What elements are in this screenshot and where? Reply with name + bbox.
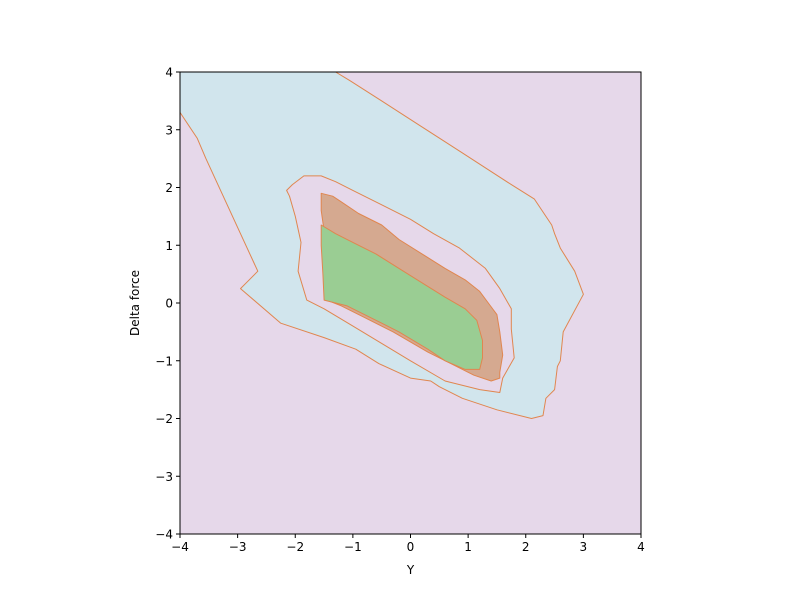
x-tick-label: −3 [229,540,247,554]
y-tick-label: 1 [165,239,173,253]
x-tick-label: 4 [637,540,645,554]
y-tick-label: −4 [155,528,173,542]
y-tick-label: −3 [155,470,173,484]
x-axis-label: Y [406,563,415,577]
x-tick-label: 2 [522,540,530,554]
x-tick-label: 3 [580,540,588,554]
y-tick-label: −2 [155,412,173,426]
x-tick-label: −1 [344,540,362,554]
contour-regions [180,72,584,419]
x-tick-label: −4 [171,540,189,554]
y-axis-label: Delta force [128,270,142,336]
x-tick-label: 1 [464,540,472,554]
y-tick-label: 4 [165,66,173,80]
y-tick-label: 0 [165,297,173,311]
contour-region-core-region [320,224,483,370]
y-tick-label: −1 [155,354,173,368]
y-tick-label: 3 [165,123,173,137]
y-axis: −4 −3 −2 −1 0 1 2 3 4 [155,66,180,542]
y-tick-label: 2 [165,181,173,195]
x-axis: −4 −3 −2 −1 0 1 2 3 4 [171,534,645,554]
x-tick-label: −2 [286,540,304,554]
x-tick-label: 0 [407,540,415,554]
plot-area [179,71,642,535]
